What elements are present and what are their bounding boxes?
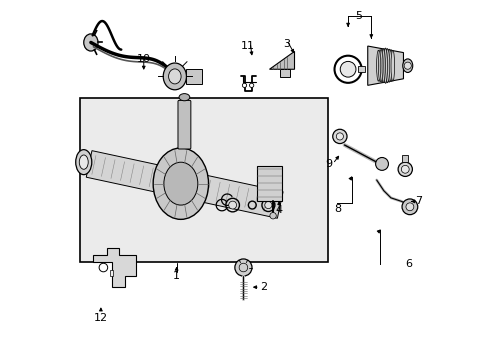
Ellipse shape <box>383 48 386 84</box>
Ellipse shape <box>179 94 189 101</box>
Circle shape <box>332 129 346 144</box>
Text: 6: 6 <box>405 259 411 269</box>
Text: 8: 8 <box>333 203 340 213</box>
Ellipse shape <box>83 34 98 51</box>
Ellipse shape <box>397 162 411 176</box>
Circle shape <box>401 199 417 215</box>
Circle shape <box>234 259 251 276</box>
Circle shape <box>99 263 107 272</box>
Polygon shape <box>269 51 294 69</box>
Text: 1: 1 <box>173 271 180 282</box>
Text: 3: 3 <box>283 39 289 49</box>
Bar <box>186 68 202 84</box>
Bar <box>110 270 113 276</box>
Ellipse shape <box>402 59 412 72</box>
Circle shape <box>269 212 276 219</box>
Text: 2: 2 <box>260 282 267 292</box>
Circle shape <box>375 157 387 170</box>
Circle shape <box>336 133 343 140</box>
Text: 12: 12 <box>94 312 108 323</box>
Ellipse shape <box>401 165 408 173</box>
Text: 5: 5 <box>355 11 362 21</box>
Text: 10: 10 <box>137 54 150 64</box>
Bar <box>402 155 407 162</box>
Text: 4: 4 <box>275 205 282 215</box>
Ellipse shape <box>228 201 236 209</box>
Ellipse shape <box>376 50 379 81</box>
Ellipse shape <box>264 202 271 209</box>
Ellipse shape <box>79 155 88 169</box>
Ellipse shape <box>381 49 385 83</box>
Ellipse shape <box>163 63 186 90</box>
FancyBboxPatch shape <box>178 100 190 149</box>
Text: 11: 11 <box>240 41 254 51</box>
Ellipse shape <box>390 50 394 81</box>
Ellipse shape <box>386 49 390 82</box>
Polygon shape <box>367 46 403 85</box>
Ellipse shape <box>163 162 198 205</box>
Circle shape <box>249 83 253 87</box>
Ellipse shape <box>378 50 381 82</box>
Polygon shape <box>93 248 135 287</box>
Ellipse shape <box>153 148 208 219</box>
Text: 9: 9 <box>324 159 331 169</box>
Polygon shape <box>86 150 283 218</box>
Circle shape <box>242 83 246 87</box>
Ellipse shape <box>388 50 392 82</box>
Circle shape <box>404 62 410 69</box>
Bar <box>357 66 364 72</box>
Bar <box>80 98 328 262</box>
Ellipse shape <box>385 49 388 83</box>
Circle shape <box>340 62 355 77</box>
Text: 7: 7 <box>414 197 422 206</box>
Ellipse shape <box>168 69 181 84</box>
Bar <box>279 69 289 77</box>
Ellipse shape <box>76 150 92 175</box>
Circle shape <box>405 203 413 211</box>
Bar <box>257 166 282 202</box>
Ellipse shape <box>380 49 383 82</box>
